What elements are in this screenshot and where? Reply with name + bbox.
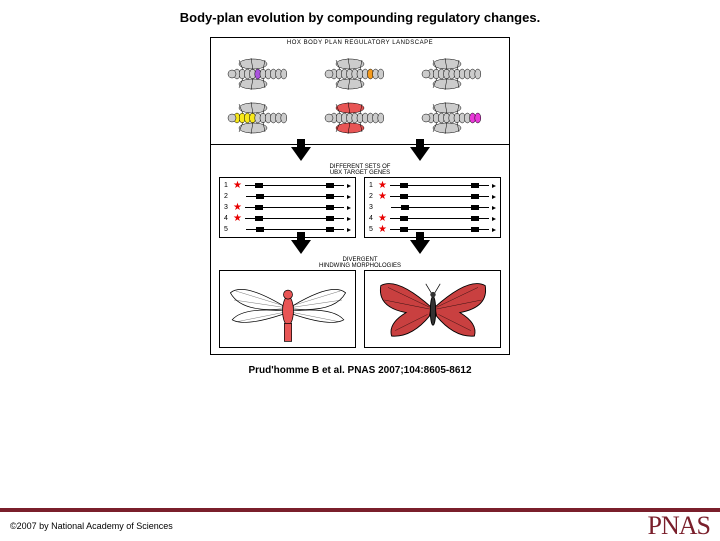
fly-cell — [314, 98, 407, 138]
star-icon: ★ — [233, 203, 242, 213]
star-icon: ★ — [378, 225, 387, 235]
gene-line: 3★ — [224, 202, 351, 213]
star-icon: ★ — [378, 181, 387, 191]
gene-line: 1★ — [369, 180, 496, 191]
gene-box-right: 1★2★34★5★ — [364, 177, 501, 238]
fly-cell — [217, 98, 310, 138]
dragonfly-icon — [223, 273, 353, 345]
mid-label-1: DIFFERENT SETS OF UBX TARGET GENES — [211, 163, 509, 177]
gene-line: 4★ — [369, 213, 496, 224]
fly-cell — [217, 54, 310, 94]
butterfly-panel — [364, 270, 501, 348]
butterfly-icon — [368, 273, 498, 345]
star-icon: ★ — [233, 181, 242, 191]
star-icon: ★ — [378, 214, 387, 224]
top-panel-header: HOX BODY PLAN REGULATORY LANDSCAPE — [211, 38, 509, 48]
fly-cell — [410, 54, 503, 94]
top-panel: HOX BODY PLAN REGULATORY LANDSCAPE — [211, 38, 509, 145]
gene-box-left: 1★23★4★5 — [219, 177, 356, 238]
gene-line: 5 — [224, 224, 351, 235]
gene-line: 5★ — [369, 224, 496, 235]
copyright-text: ©2007 by National Academy of Sciences — [10, 521, 173, 531]
star-icon: ★ — [378, 192, 387, 202]
dragonfly-panel — [219, 270, 356, 348]
fly-grid — [211, 48, 509, 144]
pnas-logo: PNAS — [648, 511, 710, 541]
citation-text: Prud'homme B et al. PNAS 2007;104:8605-8… — [0, 365, 720, 376]
arrow-row-1 — [211, 145, 509, 163]
fly-cell — [314, 54, 407, 94]
star-icon: ★ — [233, 214, 242, 224]
gene-line: 2 — [224, 191, 351, 202]
gene-line: 4★ — [224, 213, 351, 224]
gene-lists-row: 1★23★4★5 1★2★34★5★ — [211, 177, 509, 238]
figure-title: Body-plan evolution by compounding regul… — [0, 0, 720, 25]
footer: ©2007 by National Academy of Sciences PN… — [0, 508, 720, 540]
gene-line: 2★ — [369, 191, 496, 202]
down-arrow-icon — [410, 240, 430, 254]
morphology-row — [211, 270, 509, 354]
arrow-row-2 — [211, 238, 509, 256]
figure-container: HOX BODY PLAN REGULATORY LANDSCAPE — [210, 37, 510, 355]
fly-cell — [410, 98, 503, 138]
mid-label-2: DIVERGENT HINDWING MORPHOLOGIES — [211, 256, 509, 270]
down-arrow-icon — [291, 240, 311, 254]
down-arrow-icon — [410, 147, 430, 161]
gene-line: 3 — [369, 202, 496, 213]
down-arrow-icon — [291, 147, 311, 161]
gene-line: 1★ — [224, 180, 351, 191]
